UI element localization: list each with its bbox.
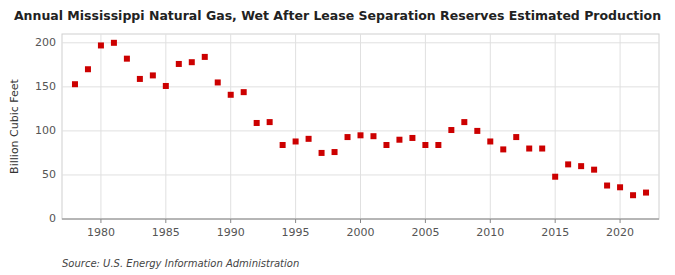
point xyxy=(617,184,623,190)
point xyxy=(319,150,325,156)
point xyxy=(254,120,260,126)
y-tick-label: 0 xyxy=(49,212,56,225)
point xyxy=(513,134,519,140)
point xyxy=(267,119,273,125)
point xyxy=(280,142,286,148)
point xyxy=(370,133,376,139)
point xyxy=(435,142,441,148)
point xyxy=(293,138,299,144)
point xyxy=(500,146,506,152)
x-tick xyxy=(230,219,231,223)
point xyxy=(98,42,104,48)
grid-line-x xyxy=(360,34,361,219)
y-tick-label: 100 xyxy=(35,124,56,137)
point xyxy=(345,134,351,140)
grid-line-x xyxy=(100,34,101,219)
point xyxy=(215,79,221,85)
x-tick-label: 2015 xyxy=(541,226,569,239)
grid-line-x xyxy=(620,34,621,219)
points xyxy=(72,40,649,198)
point xyxy=(332,149,338,155)
point xyxy=(552,174,558,180)
point xyxy=(630,192,636,198)
x-tick-label: 2010 xyxy=(476,226,504,239)
grid-line-x xyxy=(555,34,556,219)
point xyxy=(643,190,649,196)
point xyxy=(539,146,545,152)
point xyxy=(176,61,182,67)
point xyxy=(124,56,130,62)
y-axis-label: Billion Cubic Feet xyxy=(8,78,21,173)
point xyxy=(487,138,493,144)
y-tick-label: 200 xyxy=(35,36,56,49)
point xyxy=(461,119,467,125)
chart: 0 50 100 150 200 1980 1985 1990 1995 2000 2005 2010… xyxy=(0,0,675,275)
point xyxy=(565,161,571,167)
title: Annual Mississippi Natural Gas, Wet Afte… xyxy=(14,8,661,23)
x-tick-label: 1995 xyxy=(282,226,310,239)
point xyxy=(137,76,143,82)
grid-line-x xyxy=(490,34,491,219)
point xyxy=(111,40,117,46)
source-note: Source: U.S. Energy Information Administ… xyxy=(62,258,299,269)
point xyxy=(396,137,402,143)
point xyxy=(474,128,480,134)
grid-line-y xyxy=(62,219,659,220)
x-tick-label: 1985 xyxy=(152,226,180,239)
grid-line-x xyxy=(425,34,426,219)
x-axis-line xyxy=(62,219,659,220)
point xyxy=(422,142,428,148)
point xyxy=(591,167,597,173)
point xyxy=(306,136,312,142)
point xyxy=(72,81,78,87)
x-tick-label: 2020 xyxy=(606,226,634,239)
x-tick xyxy=(490,219,491,223)
x-tick-label: 1980 xyxy=(87,226,115,239)
point xyxy=(241,89,247,95)
grid-line-x xyxy=(295,34,296,219)
point xyxy=(228,92,234,98)
point xyxy=(85,66,91,72)
y-tick-label: 50 xyxy=(42,168,56,181)
x-tick xyxy=(295,219,296,223)
point xyxy=(578,163,584,169)
point xyxy=(448,127,454,133)
x-tick xyxy=(425,219,426,223)
point xyxy=(358,132,364,138)
x-tick-label: 2000 xyxy=(347,226,375,239)
point xyxy=(604,183,610,189)
grid xyxy=(62,34,659,219)
x-tick xyxy=(360,219,361,223)
x-tick-label: 1990 xyxy=(217,226,245,239)
x-tick xyxy=(165,219,166,223)
point xyxy=(163,83,169,89)
x-tick xyxy=(620,219,621,223)
point xyxy=(150,72,156,78)
grid-line-x xyxy=(165,34,166,219)
y-tick-label: 150 xyxy=(35,80,56,93)
grid-line-x xyxy=(230,34,231,219)
x-tick xyxy=(100,219,101,223)
plot-frame xyxy=(62,34,659,219)
point xyxy=(383,142,389,148)
x-tick-label: 2005 xyxy=(411,226,439,239)
point xyxy=(189,59,195,65)
x-tick xyxy=(555,219,556,223)
point xyxy=(526,146,532,152)
axes: 0 50 100 150 200 1980 1985 1990 1995 2000 2005 2010… xyxy=(35,36,659,239)
point xyxy=(409,135,415,141)
point xyxy=(202,54,208,60)
